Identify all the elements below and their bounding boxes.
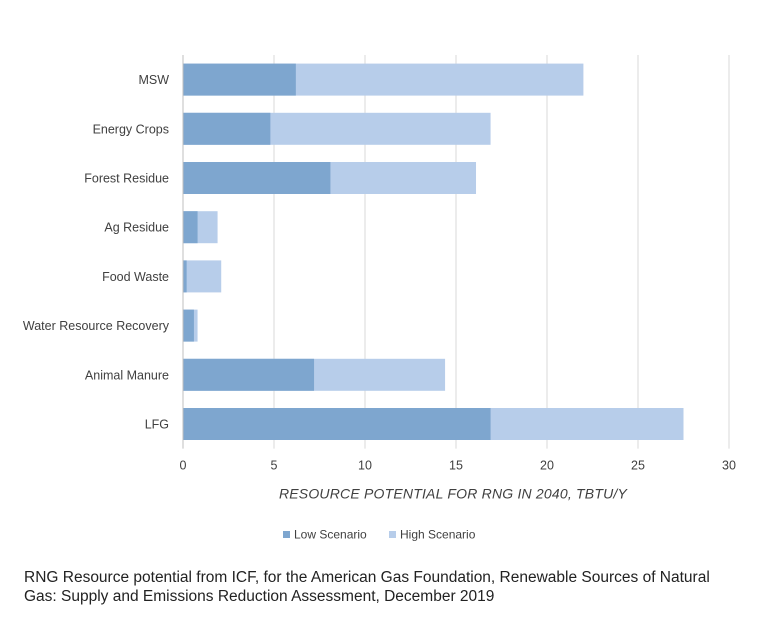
category-label: Water Resource Recovery <box>23 319 170 333</box>
bar-low-1 <box>183 112 271 145</box>
bar-low-7 <box>183 408 491 440</box>
legend-swatch-0 <box>283 531 290 538</box>
x-axis-title: RESOURCE POTENTIAL FOR RNG IN 2040, TBTU… <box>279 486 629 502</box>
category-label: Ag Residue <box>104 221 169 235</box>
bar-low-3 <box>183 211 198 244</box>
bar-chart: MSW Energy Crops Forest Residue Ag Residue F… <box>23 55 736 542</box>
legend-label-0: Low Scenario <box>294 528 367 542</box>
x-tick-label: 15 <box>449 459 463 473</box>
legend-swatch-1 <box>389 531 396 538</box>
legend-label-1: High Scenario <box>400 528 476 542</box>
x-tick-label: 25 <box>631 459 645 473</box>
bar-low-2 <box>183 162 331 194</box>
category-label: Food Waste <box>102 270 169 284</box>
x-tick-labels: 0 5 10 15 20 25 30 <box>180 459 736 473</box>
bar-low-5 <box>183 309 194 342</box>
x-tick-label: 5 <box>271 459 278 473</box>
x-tick-label: 0 <box>180 459 187 473</box>
category-labels: MSW Energy Crops Forest Residue Ag Residue F… <box>23 73 170 431</box>
category-label: LFG <box>145 418 169 432</box>
category-label: Forest Residue <box>84 172 169 186</box>
category-label: Animal Manure <box>85 368 169 382</box>
bar-low-0 <box>183 63 296 96</box>
x-tick-label: 20 <box>540 459 554 473</box>
category-label: MSW <box>138 73 169 87</box>
bar-low-6 <box>183 358 315 391</box>
bar-high-4 <box>183 260 222 293</box>
bar-low-4 <box>183 260 187 293</box>
category-label: Energy Crops <box>93 122 169 136</box>
bars <box>183 63 684 440</box>
x-tick-label: 30 <box>722 459 736 473</box>
legend: Low Scenario High Scenario <box>283 528 476 542</box>
figure-caption: RNG Resource potential from ICF, for the… <box>24 569 710 605</box>
x-tick-label: 10 <box>358 459 372 473</box>
